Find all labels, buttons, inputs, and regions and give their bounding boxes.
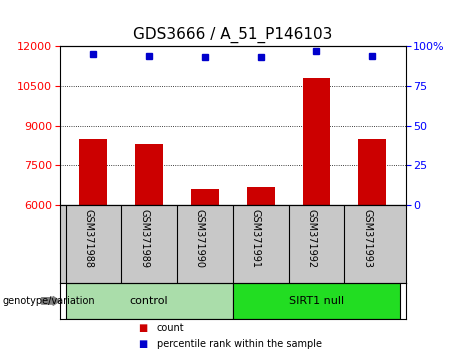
Bar — [79, 139, 107, 205]
Bar — [191, 189, 219, 205]
Text: GSM371989: GSM371989 — [139, 209, 149, 268]
Bar — [358, 139, 386, 205]
Text: GSM371993: GSM371993 — [362, 209, 372, 268]
Text: genotype/variation: genotype/variation — [2, 296, 95, 306]
Text: ■: ■ — [138, 339, 148, 349]
Bar — [65, 283, 233, 319]
Text: GSM371991: GSM371991 — [251, 209, 260, 268]
Text: GSM371988: GSM371988 — [83, 209, 94, 268]
Text: SIRT1 null: SIRT1 null — [289, 296, 344, 306]
Bar — [233, 283, 400, 319]
Text: GSM371992: GSM371992 — [307, 209, 316, 268]
Text: GSM371990: GSM371990 — [195, 209, 205, 268]
Text: count: count — [157, 323, 184, 333]
Text: percentile rank within the sample: percentile rank within the sample — [157, 339, 322, 349]
Title: GDS3666 / A_51_P146103: GDS3666 / A_51_P146103 — [133, 27, 332, 43]
Bar — [135, 144, 163, 205]
Bar — [247, 187, 275, 205]
Text: ■: ■ — [138, 323, 148, 333]
Text: control: control — [130, 296, 168, 306]
Bar — [302, 78, 331, 205]
